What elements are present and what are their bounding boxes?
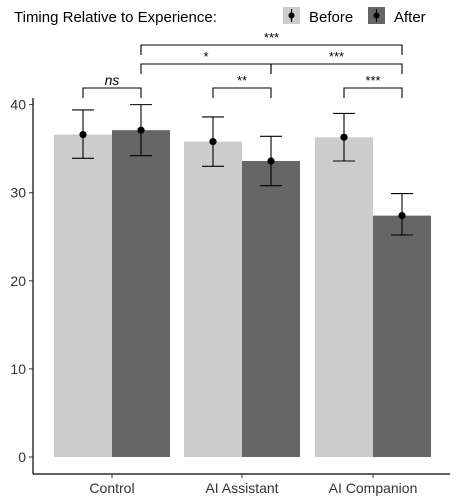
bracket-line	[343, 87, 403, 98]
legend-title: Timing Relative to Experience:	[14, 9, 217, 26]
bar-ai-companion-before	[315, 137, 373, 457]
significance-bracket: ***	[343, 73, 403, 98]
y-tick-label: 20	[10, 273, 26, 289]
x-tick-label: AI Companion	[329, 480, 418, 496]
mean-point	[137, 126, 145, 134]
errorbar-control-before	[72, 109, 94, 159]
bracket-line	[212, 87, 272, 98]
y-tick-label: 40	[10, 97, 26, 113]
bar-ai-companion-after	[373, 215, 431, 457]
axes: 0 10 20 30 40 Control AI Assistant AI Companion	[10, 97, 450, 496]
significance-label: *	[203, 49, 208, 64]
errorbar-ai-companion-before	[333, 112, 355, 162]
bar-control-before	[54, 134, 112, 458]
legend-label-before: Before	[309, 9, 353, 26]
bar-ai-assistant-before	[184, 141, 242, 457]
significance-label: **	[237, 73, 247, 88]
legend-point	[288, 12, 295, 19]
x-tick-label: Control	[89, 480, 134, 496]
error-bars	[72, 104, 413, 236]
y-tick-label: 10	[10, 361, 26, 377]
bar-control-after	[112, 130, 170, 457]
errorbar-control-after	[130, 104, 152, 157]
mean-point	[340, 133, 348, 141]
bracket-line	[140, 44, 403, 55]
significance-bracket: *	[140, 49, 272, 74]
errorbar-ai-assistant-after	[260, 135, 282, 187]
y-tick-label: 0	[18, 449, 26, 465]
errorbar-ai-companion-after	[391, 193, 413, 236]
legend-point	[373, 12, 380, 19]
x-tick-label: AI Assistant	[205, 480, 278, 496]
errorbar-ai-assistant-before	[202, 116, 224, 167]
mean-point	[267, 157, 275, 165]
legend: Timing Relative to Experience: Before Aft…	[14, 7, 426, 26]
significance-label: ***	[365, 73, 380, 88]
bars	[54, 130, 431, 458]
legend-label-after: After	[394, 9, 426, 26]
significance-label: ***	[264, 30, 279, 45]
bracket-line	[82, 87, 142, 98]
significance-bracket: ns	[82, 72, 142, 98]
significance-brackets: ns ** **** ******	[82, 30, 403, 98]
bracket-line	[270, 63, 403, 74]
significance-label: ns	[105, 72, 120, 88]
bar-ai-assistant-after	[242, 161, 300, 457]
mean-point	[398, 212, 406, 220]
mean-point	[209, 138, 217, 146]
bracket-line	[140, 63, 272, 74]
significance-label: ***	[329, 49, 344, 64]
mean-point	[79, 130, 87, 139]
significance-bracket: **	[212, 73, 272, 98]
significance-bracket: ***	[270, 49, 403, 74]
significance-bracket: ***	[140, 30, 403, 55]
y-tick-label: 30	[10, 185, 26, 201]
